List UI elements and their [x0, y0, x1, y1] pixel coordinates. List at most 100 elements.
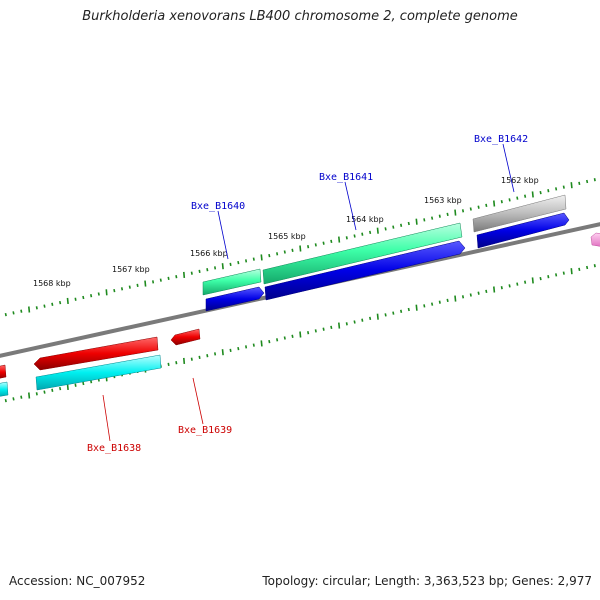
gene-label-bxe-b1641[interactable]: Bxe_B1641: [319, 172, 373, 183]
ruler-inner-tick: [51, 388, 54, 392]
ruler-outer-tick: [477, 205, 480, 209]
ruler-outer-tick: [268, 253, 271, 258]
ruler-outer-tick: [128, 285, 131, 289]
ruler-outer-tick: [531, 191, 534, 198]
ruler-outer-tick: [74, 297, 77, 301]
ruler-outer-tick: [524, 194, 527, 198]
ruler-outer-tick: [485, 203, 488, 208]
gene-feature-partial-left-red[interactable]: [0, 364, 7, 379]
ruler-outer-tick: [144, 280, 147, 287]
ruler-inner-tick: [314, 329, 317, 333]
ruler-inner-tick: [500, 286, 503, 290]
ruler-outer-tick: [237, 260, 240, 265]
ruler-outer-tick: [593, 178, 596, 182]
ruler-inner-tick: [562, 271, 565, 275]
ruler-outer-tick: [547, 189, 550, 193]
scale-label-1567: 1567 kbp: [112, 265, 150, 274]
ruler-outer-tick: [322, 241, 325, 245]
ruler-inner-tick: [237, 346, 240, 351]
gene-feature-bxe-b1639[interactable]: [170, 328, 201, 346]
ruler-outer-tick: [136, 283, 139, 288]
ruler-outer-tick: [345, 236, 348, 240]
ruler-inner-tick: [307, 331, 310, 335]
ruler-outer-tick: [578, 181, 581, 186]
scale-label-1565: 1565 kbp: [268, 232, 306, 241]
gene-labels: Bxe_B1642 Bxe_B1641 Bxe_B1640 Bxe_B1639 …: [87, 134, 528, 454]
gene-feature-bxe-b1640[interactable]: [202, 268, 262, 296]
ruler-inner-tick: [175, 361, 178, 365]
ruler-outer-tick: [562, 185, 565, 189]
ruler-inner-tick: [74, 383, 77, 387]
ruler-inner-tick: [12, 397, 15, 401]
leader-line-bxe-b1638: [102, 394, 111, 442]
ruler-outer-tick: [369, 230, 372, 235]
ruler-outer-tick: [400, 223, 403, 227]
ruler-outer-tick: [586, 179, 589, 184]
ruler-outer-tick: [43, 304, 46, 308]
gene-label-bxe-b1642[interactable]: Bxe_B1642: [474, 134, 528, 145]
ruler-outer-tick: [66, 297, 69, 304]
cds-feature-bxe-b1640[interactable]: [205, 286, 265, 312]
cds-feature-bxe-b1642[interactable]: [476, 212, 570, 249]
ruler-outer-tick: [4, 312, 7, 317]
ruler-inner-tick: [400, 309, 403, 313]
ruler-inner-tick: [431, 302, 434, 306]
ruler-outer-tick: [291, 248, 294, 252]
ruler-inner-tick: [338, 322, 341, 329]
ruler-outer-tick: [461, 209, 465, 213]
ruler-inner-tick: [524, 280, 527, 284]
ruler-inner-tick: [438, 300, 441, 304]
ruler-outer-tick: [516, 196, 519, 200]
cds-feature-partial-left-cyan[interactable]: [0, 381, 9, 397]
ruler-inner-tick: [59, 386, 62, 391]
ruler-inner-tick: [190, 357, 193, 361]
ruler-outer-tick: [206, 268, 209, 272]
ruler-outer-tick: [190, 271, 193, 275]
ruler-outer-tick: [167, 276, 170, 281]
ruler-inner-tick: [454, 295, 457, 302]
ruler-outer-tick: [353, 234, 356, 238]
ruler-inner-tick: [477, 291, 480, 295]
cds-feature-bxe-b1638[interactable]: [35, 354, 162, 391]
ruler-outer-tick: [500, 200, 503, 204]
gene-label-bxe-b1639[interactable]: Bxe_B1639: [178, 425, 232, 436]
ruler-inner-tick: [469, 293, 472, 297]
ruler-outer-tick: [28, 306, 31, 313]
gene-label-bxe-b1638[interactable]: Bxe_B1638: [87, 443, 141, 454]
ruler-inner-tick: [415, 304, 418, 311]
ruler-inner-tick: [361, 318, 364, 322]
gene-label-leaders: [102, 143, 515, 442]
scale-labels: 1568 kbp 1567 kbp 1566 kbp 1565 kbp 1564…: [33, 176, 539, 288]
ruler-inner-tick: [20, 395, 23, 399]
ruler-inner-tick: [43, 390, 46, 394]
ruler-inner-tick: [376, 313, 379, 320]
ruler-outer-tick: [59, 300, 62, 305]
gene-feature-bxe-b1638[interactable]: [33, 336, 159, 371]
cds-feature-bxe-b1641[interactable]: [264, 240, 466, 301]
ruler-outer-tick: [384, 227, 387, 231]
ruler-outer-tick: [214, 266, 217, 270]
gene-feature-bxe-b1642[interactable]: [472, 194, 567, 233]
ruler-outer-tick: [431, 216, 434, 220]
gene-label-bxe-b1640[interactable]: Bxe_B1640: [191, 201, 245, 212]
ruler-inner-tick: [578, 267, 581, 272]
leader-line-bxe-b1641: [344, 181, 357, 231]
ruler-outer-tick: [229, 262, 232, 267]
ruler-outer-tick: [307, 245, 310, 249]
ruler-inner-tick: [35, 392, 38, 396]
ruler-outer-tick: [152, 280, 155, 284]
ruler-outer-tick: [446, 212, 449, 217]
scale-label-1563: 1563 kbp: [424, 196, 462, 205]
ruler-inner-tick: [183, 357, 186, 364]
ruler-outer-tick: [105, 289, 108, 296]
gene-feature-bxe-b1641[interactable]: [262, 222, 463, 285]
ruler-outer-tick: [376, 227, 379, 234]
ruler-outer-tick: [454, 209, 457, 216]
ruler-inner-tick: [531, 277, 534, 284]
ruler-outer-tick: [469, 207, 472, 211]
genome-summary-text: Topology: circular; Length: 3,363,523 bp…: [262, 574, 592, 588]
gene-feature-partial-right-pink[interactable]: [590, 232, 600, 247]
ruler-outer-tick: [90, 294, 93, 298]
ruler-inner-tick: [252, 343, 255, 347]
